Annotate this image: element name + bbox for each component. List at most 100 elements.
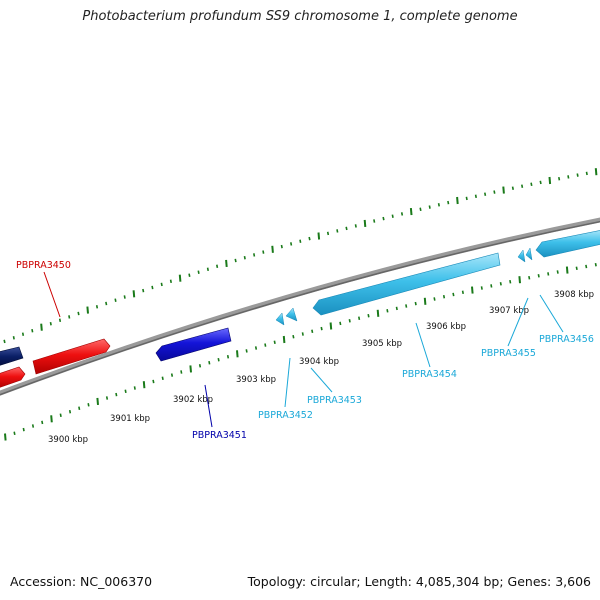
minor-tick bbox=[77, 311, 80, 316]
minor-tick bbox=[123, 295, 126, 299]
minor-tick bbox=[576, 173, 579, 177]
minor-tick bbox=[124, 389, 127, 394]
minor-tick bbox=[264, 343, 267, 347]
gene-arrow-pbpra3454[interactable] bbox=[312, 252, 501, 316]
minor-tick bbox=[161, 376, 164, 381]
minor-tick bbox=[133, 386, 136, 390]
minor-tick bbox=[68, 409, 72, 414]
gene-label[interactable]: PBPRA3453 bbox=[307, 395, 362, 406]
minor-tick bbox=[358, 316, 361, 321]
kbp-label: 3907 kbp bbox=[489, 306, 529, 316]
minor-tick bbox=[339, 321, 342, 326]
gene-label[interactable]: PBPRA3451 bbox=[192, 430, 247, 441]
minor-tick bbox=[87, 403, 90, 407]
major-tick bbox=[518, 276, 521, 284]
minor-tick bbox=[348, 319, 351, 323]
gene-arrow[interactable] bbox=[0, 346, 24, 366]
minor-tick bbox=[216, 264, 219, 269]
minor-tick bbox=[234, 258, 237, 263]
minor-tick bbox=[484, 192, 487, 196]
gene-label[interactable]: PBPRA3455 bbox=[481, 348, 536, 359]
minor-tick bbox=[31, 328, 34, 333]
minor-tick bbox=[452, 292, 455, 297]
minor-tick bbox=[273, 340, 276, 345]
minor-tick bbox=[585, 171, 588, 176]
minor-tick bbox=[386, 309, 389, 313]
minor-tick bbox=[528, 275, 531, 280]
gene-label[interactable]: PBPRA3454 bbox=[402, 369, 457, 380]
gene-label[interactable]: PBPRA3450 bbox=[16, 260, 71, 271]
major-tick bbox=[329, 322, 333, 330]
leader-line bbox=[415, 322, 431, 368]
leader-line bbox=[43, 271, 61, 318]
minor-tick bbox=[301, 332, 304, 336]
accession-text: Accession: NC_006370 bbox=[10, 574, 153, 589]
minor-tick bbox=[539, 180, 542, 185]
minor-tick bbox=[292, 334, 295, 339]
major-tick bbox=[409, 208, 413, 216]
minor-tick bbox=[585, 264, 588, 269]
major-tick bbox=[565, 266, 569, 274]
minor-tick bbox=[152, 379, 155, 384]
label-leaders bbox=[43, 271, 564, 428]
minor-tick bbox=[13, 431, 16, 436]
leader-line bbox=[507, 297, 529, 347]
minor-tick bbox=[575, 266, 578, 271]
gene-arrow-pbpra3453[interactable] bbox=[285, 307, 298, 322]
minor-tick bbox=[226, 354, 230, 359]
minor-tick bbox=[188, 273, 191, 277]
gene-arrow-pbpra3456[interactable] bbox=[535, 230, 600, 258]
minor-tick bbox=[105, 301, 108, 306]
major-tick bbox=[456, 196, 459, 205]
minor-tick bbox=[22, 427, 25, 432]
minor-tick bbox=[345, 226, 348, 231]
minor-tick bbox=[151, 285, 154, 290]
tick-track-outer bbox=[3, 168, 598, 344]
minor-tick bbox=[170, 373, 174, 377]
gene-arrow-pbpra3455b[interactable] bbox=[525, 247, 533, 261]
gene-arrow[interactable] bbox=[0, 366, 26, 388]
minor-tick bbox=[105, 396, 109, 400]
minor-tick bbox=[521, 184, 524, 188]
gene-arrow-pbpra3452[interactable] bbox=[275, 312, 285, 326]
major-tick bbox=[40, 323, 43, 331]
major-tick bbox=[271, 245, 274, 253]
minor-tick bbox=[254, 346, 258, 350]
leader-line bbox=[539, 294, 564, 333]
minor-tick bbox=[428, 205, 431, 209]
minor-tick bbox=[253, 253, 256, 257]
major-tick bbox=[423, 297, 427, 305]
leader-line bbox=[284, 357, 291, 408]
genome-backbone-shadow bbox=[0, 220, 600, 396]
minor-tick bbox=[499, 282, 502, 286]
minor-tick bbox=[95, 305, 99, 309]
kbp-label: 3905 kbp bbox=[362, 339, 402, 349]
minor-tick bbox=[442, 294, 446, 299]
minor-tick bbox=[433, 297, 436, 301]
gene-arrow-pbpra3455[interactable] bbox=[517, 249, 526, 263]
kbp-label: 3903 kbp bbox=[236, 375, 276, 385]
minor-tick bbox=[49, 321, 52, 326]
gene-label[interactable]: PBPRA3452 bbox=[258, 410, 313, 421]
minor-tick bbox=[556, 270, 559, 274]
topology-summary: Topology: circular; Length: 4,085,304 bp… bbox=[247, 574, 591, 589]
minor-tick bbox=[217, 357, 220, 362]
minor-tick bbox=[198, 364, 202, 368]
major-tick bbox=[282, 335, 286, 344]
minor-tick bbox=[142, 288, 145, 293]
minor-tick bbox=[511, 186, 514, 190]
major-tick bbox=[471, 286, 474, 294]
minor-tick bbox=[367, 313, 370, 318]
minor-tick bbox=[290, 242, 293, 246]
major-tick bbox=[236, 350, 239, 358]
gene-labels: PBPRA3450 PBPRA3451 PBPRA3452 PBPRA3453 … bbox=[16, 260, 594, 441]
minor-tick bbox=[58, 318, 62, 323]
tick-track-inner bbox=[4, 262, 597, 441]
gene-arrow-pbpra3451[interactable] bbox=[155, 327, 232, 362]
major-tick bbox=[4, 433, 7, 441]
minor-tick bbox=[354, 224, 357, 228]
gene-arrow-pbpra3450[interactable] bbox=[32, 338, 111, 375]
gene-label[interactable]: PBPRA3456 bbox=[539, 334, 594, 345]
minor-tick bbox=[558, 176, 561, 181]
